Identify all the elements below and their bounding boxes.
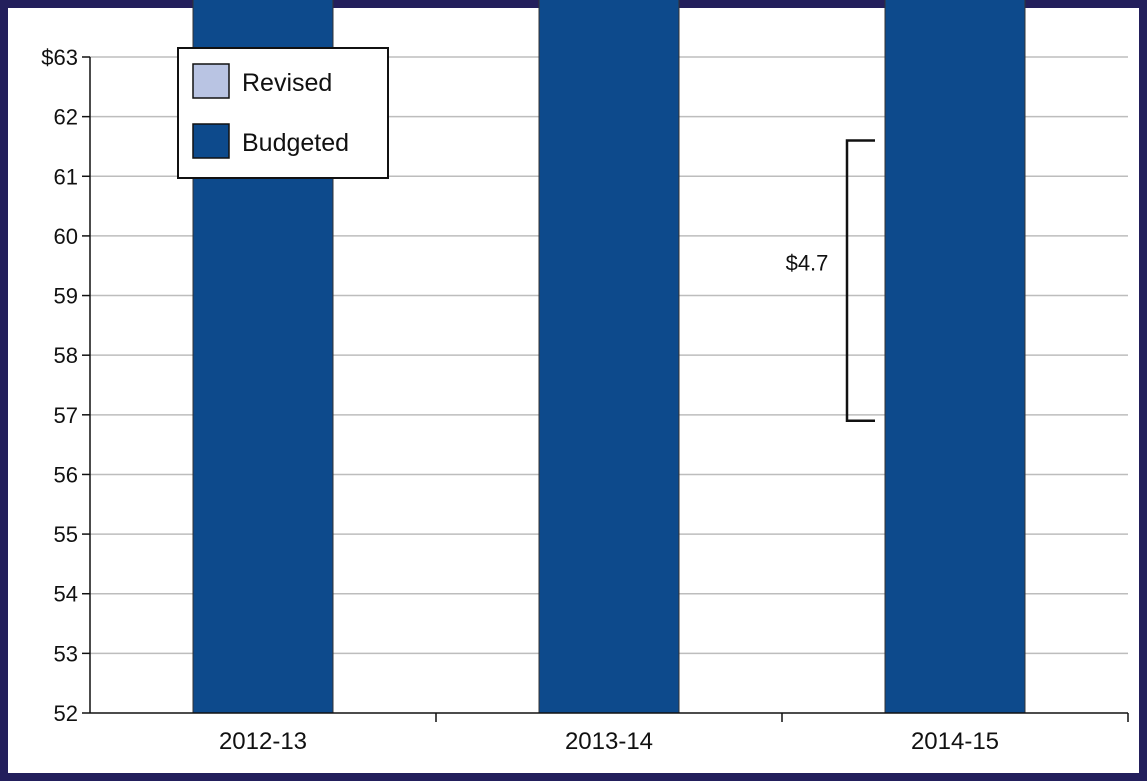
y-tick-label: 54	[54, 582, 78, 607]
y-tick-label: 60	[54, 224, 78, 249]
x-tick-label: 2012-13	[219, 728, 307, 755]
legend-swatch-revised	[192, 63, 230, 99]
y-tick-label: 61	[54, 164, 78, 189]
legend-label-budgeted: Budgeted	[242, 129, 349, 157]
bracket-line	[845, 139, 875, 423]
difference-bracket: $4.7	[786, 139, 875, 423]
axes	[89, 57, 1129, 722]
y-tick-label: 59	[54, 284, 78, 309]
y-tick-label: 58	[54, 343, 78, 368]
y-tick-label: 57	[54, 403, 78, 428]
y-tick-label: 56	[54, 462, 78, 487]
bar-budgeted-2013-14	[538, 0, 680, 714]
y-tick-label: 53	[54, 641, 78, 666]
y-axis-ticks: 52 53 54 55 56 57 58 59 60 61 62 $63	[41, 45, 90, 726]
legend: Revised Budgeted	[177, 47, 389, 179]
bracket-label: $4.7	[786, 251, 829, 276]
y-tick-label: 52	[54, 701, 78, 726]
y-tick-label: 55	[54, 522, 78, 547]
x-axis-labels: 2012-13 2013-14 2014-15	[219, 728, 999, 755]
legend-label-revised: Revised	[242, 69, 332, 97]
y-tick-label: 62	[54, 105, 78, 130]
legend-swatch-budgeted	[192, 123, 230, 159]
bar-budgeted-2014-15	[884, 0, 1026, 714]
x-tick-label: 2014-15	[911, 728, 999, 755]
y-tick-label: $63	[41, 45, 78, 70]
x-tick-label: 2013-14	[565, 728, 653, 755]
